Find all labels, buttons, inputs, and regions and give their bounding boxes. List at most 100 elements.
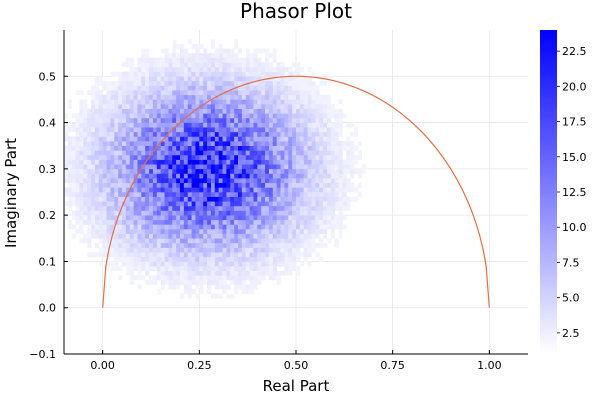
histogram-bin (64, 136, 69, 142)
histogram-bin (180, 80, 185, 86)
histogram-bin (296, 80, 301, 86)
histogram-bin (346, 150, 351, 156)
histogram-bin (145, 205, 150, 211)
histogram-bin (199, 150, 204, 156)
histogram-bin (75, 219, 80, 225)
histogram-bin (214, 80, 219, 86)
histogram-bin (172, 205, 177, 211)
histogram-bin (342, 145, 347, 151)
histogram-bin (180, 201, 185, 207)
histogram-bin (195, 256, 200, 262)
histogram-bin (311, 187, 316, 193)
histogram-bin (241, 117, 247, 123)
histogram-bin (272, 210, 277, 216)
histogram-bin (257, 238, 262, 244)
histogram-bin (245, 215, 250, 221)
histogram-bin (210, 136, 216, 142)
histogram-bin (114, 80, 119, 86)
histogram-bin (241, 94, 247, 100)
histogram-bin (152, 122, 158, 128)
histogram-bin (83, 219, 88, 225)
histogram-bin (253, 196, 258, 202)
histogram-bin (338, 215, 343, 221)
histogram-bin (342, 173, 347, 179)
histogram-bin (176, 164, 181, 170)
histogram-bin (122, 210, 127, 216)
histogram-bin (280, 224, 285, 230)
histogram-bin (125, 196, 131, 202)
colorbar-tick-label: 22.5 (562, 45, 587, 58)
histogram-bin (180, 48, 185, 54)
histogram-bin (75, 145, 80, 151)
histogram-bin (303, 117, 308, 123)
histogram-bin (145, 99, 150, 105)
histogram-bin (218, 224, 223, 230)
histogram-bin (238, 256, 243, 262)
histogram-bin (218, 284, 223, 290)
histogram-bin (191, 187, 196, 193)
histogram-bin (187, 219, 192, 225)
histogram-bin (218, 94, 223, 100)
histogram-bin (272, 201, 277, 207)
histogram-bin (214, 164, 219, 170)
histogram-bin (199, 215, 204, 221)
histogram-bin (261, 150, 266, 156)
histogram-bin (141, 247, 146, 253)
histogram-bin (137, 252, 142, 258)
histogram-bin (145, 252, 150, 258)
histogram-bin (102, 224, 107, 230)
histogram-bin (272, 178, 277, 184)
histogram-bin (129, 215, 134, 221)
histogram-bin (303, 182, 308, 188)
histogram-bin (145, 270, 150, 276)
histogram-bin (261, 141, 266, 147)
histogram-bin (114, 154, 119, 160)
histogram-bin (156, 71, 161, 77)
histogram-bin (133, 205, 138, 211)
histogram-bin (338, 224, 343, 230)
histogram-bin (307, 80, 312, 86)
histogram-bin (230, 187, 235, 193)
histogram-bin (94, 215, 100, 221)
x-tick-label: 0.25 (187, 359, 212, 372)
histogram-bin (129, 201, 134, 207)
histogram-bin (125, 127, 131, 133)
histogram-bin (218, 76, 223, 82)
histogram-bin (152, 210, 158, 216)
histogram-bin (114, 238, 119, 244)
histogram-bin (67, 141, 73, 147)
histogram-bin (133, 210, 138, 216)
histogram-bin (214, 178, 219, 184)
histogram-bin (106, 224, 111, 230)
histogram-bin (288, 256, 293, 262)
histogram-bin (342, 192, 347, 197)
histogram-bin (207, 215, 212, 221)
histogram-bin (210, 113, 216, 119)
histogram-bin (299, 104, 305, 109)
histogram-bin (98, 117, 103, 123)
histogram-bin (238, 275, 243, 281)
histogram-bin (315, 224, 320, 230)
histogram-bin (203, 131, 208, 137)
histogram-bin (98, 173, 103, 179)
histogram-bin (199, 127, 204, 133)
histogram-bin (199, 136, 204, 142)
colorbar-tick-label: 10.0 (562, 221, 587, 234)
histogram-bin (98, 136, 103, 142)
histogram-bin (187, 94, 192, 100)
histogram-bin (257, 224, 262, 230)
histogram-bin (299, 164, 305, 170)
histogram-bin (203, 196, 208, 202)
histogram-bin (268, 90, 274, 96)
histogram-bin (114, 182, 119, 188)
histogram-bin (288, 192, 293, 197)
histogram-bin (79, 145, 84, 151)
histogram-bin (149, 192, 154, 197)
histogram-bin (152, 94, 158, 100)
histogram-bin (307, 238, 312, 244)
histogram-bin (334, 150, 339, 156)
histogram-bin (176, 53, 181, 59)
histogram-bin (180, 90, 185, 96)
histogram-bin (91, 210, 96, 216)
histogram-bin (183, 233, 189, 239)
